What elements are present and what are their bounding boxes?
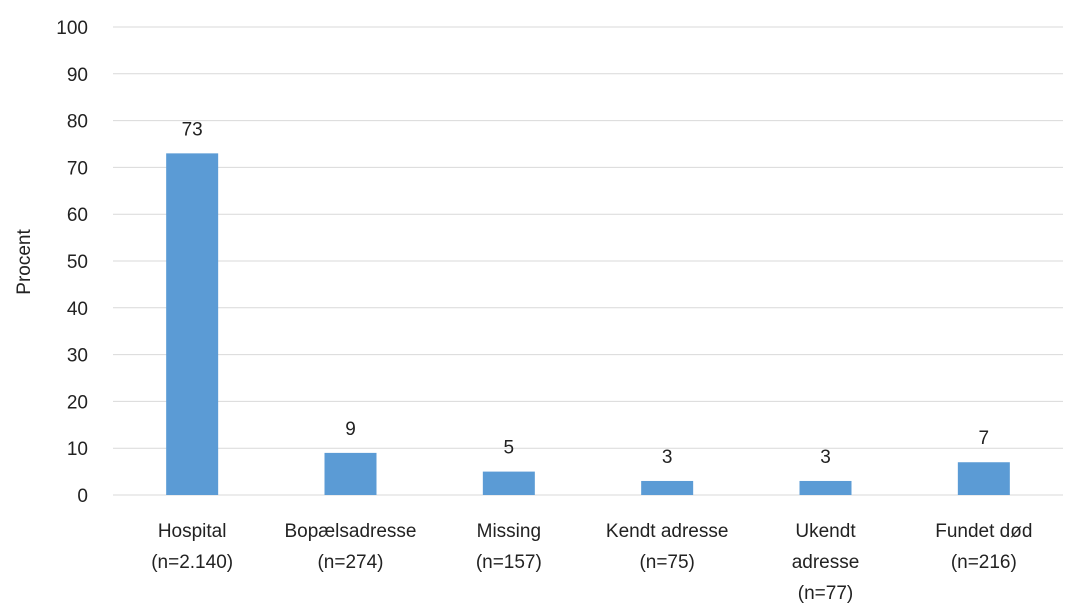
category-label-line: (n=274) [317,552,383,573]
y-tick-label: 20 [67,392,88,413]
y-tick-label: 50 [67,252,88,273]
y-tick-label: 100 [56,18,88,39]
bar [166,153,219,496]
bar [799,480,852,495]
category-label: Fundet død (n=216) [935,521,1032,573]
category-label-line: (n=75) [639,552,694,573]
category-label: Kendt adresse (n=75) [606,521,729,573]
category-label-line: (n=77) [798,583,853,604]
y-tick-label: 80 [67,112,88,133]
y-tick-label: 0 [77,486,88,507]
category-label-line: (n=157) [476,552,542,573]
category-label-line: adresse [792,552,860,573]
y-tick-label: 70 [67,158,88,179]
bars [166,153,1010,496]
y-tick-label: 30 [67,346,88,367]
category-label-line: Bopælsadresse [284,521,416,542]
category-label-line: Kendt adresse [606,521,729,542]
category-label-line: Missing [477,521,541,542]
bar [641,480,694,495]
data-label: 9 [345,419,356,440]
category-label: Hospital (n=2.140) [151,521,233,573]
data-labels: 73 9 5 3 3 7 [182,119,990,468]
data-label: 5 [504,438,515,459]
category-label-line: (n=216) [951,552,1017,573]
bar [957,462,1010,495]
category-label-line: Fundet død [935,521,1032,542]
data-label: 3 [820,447,831,468]
y-tick-label: 10 [67,439,88,460]
y-axis-title: Procent [14,229,35,295]
category-label: Ukendt adresse (n=77) [792,521,860,604]
data-label: 73 [182,119,203,140]
y-tick-label: 40 [67,299,88,320]
y-tick-label: 90 [67,65,88,86]
data-label: 7 [979,428,990,449]
x-axis-category-labels: Hospital (n=2.140) Bopælsadresse (n=274) Mis… [151,521,1032,604]
category-label-line: (n=2.140) [151,552,233,573]
y-axis-tick-labels: 0 10 20 30 40 50 60 70 80 90 100 [56,18,88,507]
bar [324,452,377,495]
gridlines [113,26,1063,496]
category-label-line: Hospital [158,521,227,542]
y-tick-label: 60 [67,205,88,226]
category-label: Bopælsadresse (n=274) [284,521,416,573]
bar [482,471,535,495]
category-label: Missing (n=157) [476,521,542,573]
category-label-line: Ukendt [795,521,856,542]
data-label: 3 [662,447,673,468]
